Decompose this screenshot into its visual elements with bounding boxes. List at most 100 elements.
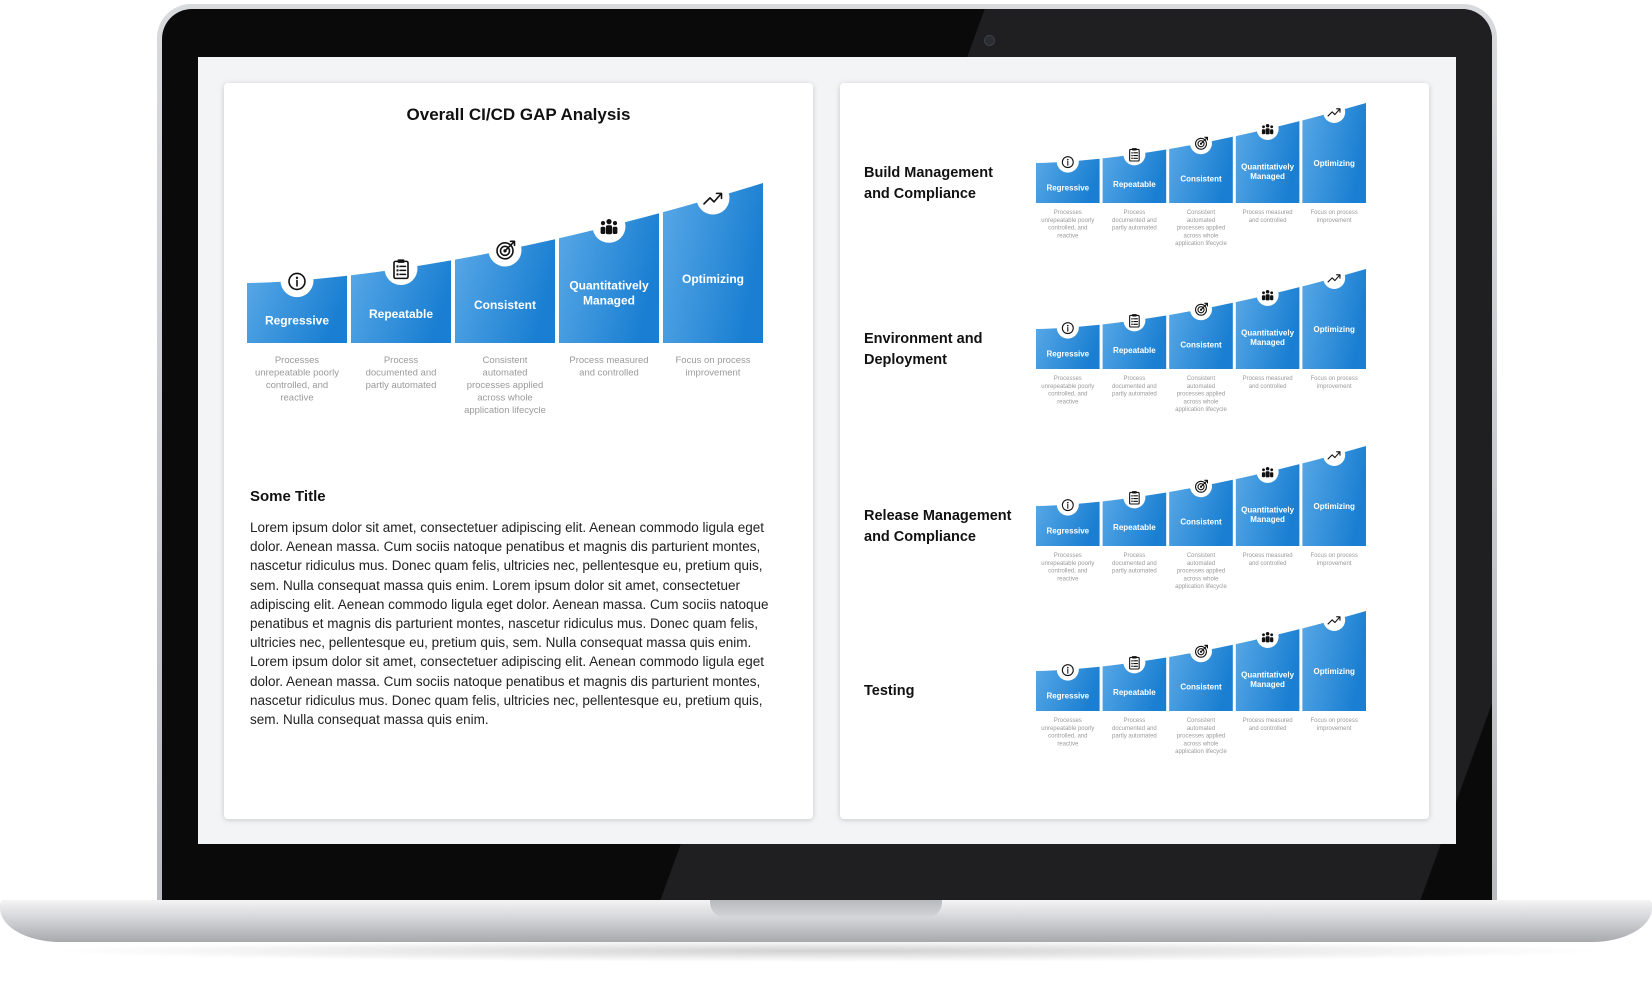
clipboard-checklist-icon: [1129, 314, 1140, 328]
maturity-level-description: Processes: [1054, 553, 1082, 559]
maturity-level-description: Focus on process: [1311, 376, 1358, 382]
maturity-bar: [1302, 103, 1366, 203]
maturity-bar: [351, 260, 451, 343]
maturity-step: Regressive Processes unrepeatable poorly co…: [1036, 493, 1100, 582]
maturity-level-description: Processes: [1054, 376, 1082, 382]
maturity-level-name: Consistent: [1180, 340, 1222, 349]
maturity-step: Optimizing Focus on process improvement: [1302, 443, 1366, 567]
maturity-level-description: partly automated: [366, 380, 437, 391]
maturity-level-name: Regressive: [1046, 350, 1089, 359]
maturity-level-name: Quantitatively: [1241, 671, 1294, 680]
maturity-level-name: Consistent: [1180, 174, 1222, 183]
category-label-testing: Testing: [864, 683, 915, 699]
maturity-level-description: Process measured: [569, 355, 648, 366]
maturity-level-description: Processes: [275, 355, 320, 366]
maturity-level-name: Quantitatively: [569, 279, 649, 293]
maturity-step: Repeatable Process documented and partly au…: [1102, 309, 1167, 398]
maturity-level-name: Repeatable: [1113, 346, 1156, 355]
maturity-level-name: Optimizing: [1314, 502, 1355, 511]
maturity-level-description: processes applied: [1177, 392, 1225, 398]
clipboard-checklist-icon: [393, 259, 409, 280]
maturity-level-name: Regressive: [1046, 527, 1089, 536]
maturity-step: Optimizing Focus on process improvement: [1302, 266, 1366, 390]
maturity-level-description: across whole: [1183, 233, 1219, 239]
target-icon: [1195, 644, 1209, 658]
maturity-step: Optimizing Focus on process improvement: [1302, 608, 1366, 732]
trend-up-icon: [1327, 108, 1341, 117]
maturity-level-description: application lifecycle: [464, 405, 546, 416]
maturity-step: Regressive Processes unrepeatable poorly co…: [1036, 316, 1100, 405]
maturity-level-description: documented and: [1112, 726, 1157, 732]
maturity-level-description: Process: [384, 355, 419, 366]
maturity-level-description: Process: [1124, 718, 1146, 724]
maturity-level-description: unrepeatable poorly: [1041, 726, 1094, 732]
trend-up-icon: [703, 192, 723, 205]
maturity-level-description: unrepeatable poorly: [1041, 561, 1094, 567]
icon-badge: [1323, 608, 1346, 631]
maturity-bar: [1235, 121, 1300, 203]
maturity-level-description: controlled, and: [1048, 734, 1087, 740]
category-label-release: Release Management and Compliance: [864, 508, 1012, 545]
maturity-level-description: controlled, and: [266, 380, 328, 391]
maturity-level-description: across whole: [1183, 399, 1219, 405]
maturity-bar: [1235, 464, 1300, 546]
icon-badge: [1123, 651, 1146, 674]
clipboard-checklist-icon: [1129, 656, 1140, 670]
maturity-bar: [1302, 446, 1366, 546]
icon-badge: [1123, 486, 1146, 509]
maturity-level-description: Focus on process: [1311, 553, 1358, 559]
team-icon: [600, 219, 618, 235]
maturity-level-description: and controlled: [1249, 384, 1287, 390]
maturity-level-name: Regressive: [265, 313, 329, 327]
maturity-level-description: partly automated: [1112, 392, 1157, 398]
maturity-level-description: processes applied: [467, 380, 544, 391]
team-icon: [1261, 123, 1274, 135]
maturity-bar: [1036, 666, 1100, 711]
maturity-step: Regressive Processes unrepeatable poorly co…: [1036, 150, 1100, 239]
maturity-level-description: automated: [1187, 561, 1215, 567]
info-icon: [288, 272, 306, 291]
maturity-level-description: Consistent: [1187, 210, 1216, 216]
maturity-level-description: reactive: [1057, 576, 1079, 582]
maturity-step: Regressive Processes unrepeatable poorly co…: [1036, 658, 1100, 747]
maturity-level-name: Repeatable: [1113, 688, 1156, 697]
maturity-level-name: Repeatable: [1113, 180, 1156, 189]
icon-badge: [1323, 443, 1346, 466]
maturity-level-name: Repeatable: [369, 307, 433, 321]
maturity-level-name: Managed: [1250, 680, 1285, 689]
maturity-level-description: automated: [1187, 218, 1215, 224]
maturity-level-description: automated: [483, 368, 528, 379]
maturity-level-name: Optimizing: [1314, 159, 1355, 168]
maturity-level-name: Quantitatively: [1241, 329, 1294, 338]
maturity-level-description: application lifecycle: [1175, 407, 1227, 413]
maturity-level-description: processes applied: [1177, 226, 1225, 232]
section-body-text: Lorem ipsum dolor sit amet, consectetuer…: [250, 520, 769, 728]
maturity-level-description: controlled, and: [1048, 392, 1087, 398]
icon-badge: [1323, 266, 1346, 289]
maturity-level-description: unrepeatable poorly: [1041, 384, 1094, 390]
maturity-level-description: application lifecycle: [1175, 584, 1227, 590]
overall-analysis-card: Overall CI/CD GAP Analysis Regressive Pro…: [224, 83, 813, 819]
maturity-level-description: across whole: [477, 393, 532, 404]
maturity-level-description: and controlled: [1249, 561, 1287, 567]
maturity-level-description: across whole: [1183, 741, 1219, 747]
maturity-level-description: Focus on process: [1311, 210, 1358, 216]
maturity-level-description: improvement: [1317, 561, 1352, 567]
maturity-level-description: Consistent: [483, 355, 528, 366]
maturity-level-description: documented and: [1112, 384, 1157, 390]
maturity-level-description: application lifecycle: [1175, 241, 1227, 247]
target-icon: [1195, 136, 1209, 150]
maturity-level-description: Process: [1124, 553, 1146, 559]
maturity-level-name: Optimizing: [1314, 667, 1355, 676]
maturity-level-description: across whole: [1183, 576, 1219, 582]
maturity-level-description: documented and: [1112, 218, 1157, 224]
maturity-level-name: Repeatable: [1113, 523, 1156, 532]
maturity-level-description: Consistent: [1187, 376, 1216, 382]
maturity-level-description: automated: [1187, 726, 1215, 732]
maturity-level-description: improvement: [1317, 384, 1352, 390]
